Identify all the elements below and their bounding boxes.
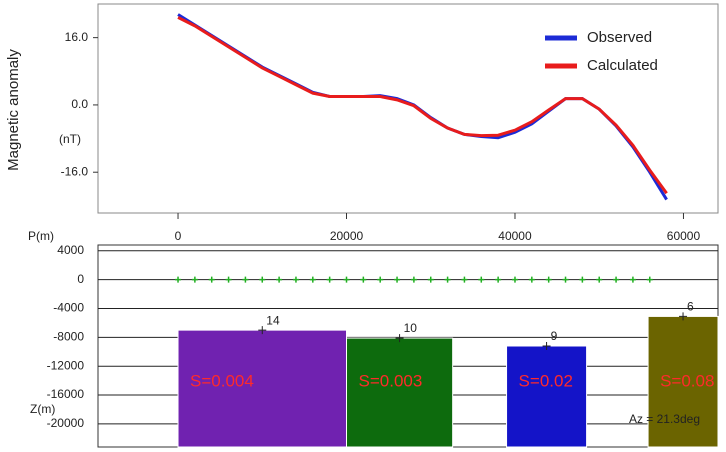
station <box>478 276 485 283</box>
y-tick-label: -12000 <box>47 358 85 372</box>
station <box>629 276 636 283</box>
station <box>579 276 586 283</box>
x-tick-label: 60000 <box>667 229 701 243</box>
block-s-label: S=0.003 <box>359 371 423 390</box>
station <box>208 276 215 283</box>
y-tick-label: 16.0 <box>65 30 89 44</box>
block-s-label: S=0.02 <box>519 371 573 390</box>
block-s-label: S=0.08 <box>660 371 714 390</box>
annotation: Az = 21.3deg <box>629 412 700 426</box>
block-marker <box>679 312 688 321</box>
y-tick-label: -8000 <box>53 330 84 344</box>
x-tick-label: 40000 <box>498 229 532 243</box>
station <box>259 276 266 283</box>
station <box>343 276 350 283</box>
station <box>444 276 451 283</box>
station <box>292 276 299 283</box>
station <box>276 276 283 283</box>
station <box>309 276 316 283</box>
station <box>596 276 603 283</box>
station <box>427 276 434 283</box>
station <box>242 276 249 283</box>
block <box>647 315 719 448</box>
y-tick-label: -16.0 <box>61 164 89 178</box>
legend-label: Calculated <box>587 57 658 74</box>
top-frame <box>97 3 719 214</box>
y-axis-label: Magnetic anomaly <box>5 49 22 171</box>
block-label: 6 <box>687 300 694 314</box>
station <box>191 276 198 283</box>
block-label: 14 <box>266 313 280 327</box>
station <box>495 276 502 283</box>
y-tick-label: -16000 <box>47 387 85 401</box>
station <box>377 276 384 283</box>
x-tick-label: 0 <box>175 229 182 243</box>
station <box>511 276 518 283</box>
station <box>225 276 232 283</box>
station <box>326 276 333 283</box>
station <box>461 276 468 283</box>
legend-label: Observed <box>587 29 652 46</box>
block-marker <box>542 342 551 350</box>
y-tick-label: 0.0 <box>71 97 88 111</box>
station <box>410 276 417 283</box>
block-label: 10 <box>404 321 418 335</box>
y-tick-label: 4000 <box>57 243 84 257</box>
block-label: 9 <box>551 329 558 343</box>
y-tick-label: -4000 <box>53 301 84 315</box>
block-marker <box>258 326 267 335</box>
data-line <box>177 16 668 195</box>
unit-label: (nT) <box>59 132 81 146</box>
block-marker <box>395 334 404 343</box>
block <box>506 345 588 448</box>
station <box>646 276 653 283</box>
x-tick-label: 20000 <box>330 229 364 243</box>
block <box>346 337 454 448</box>
station <box>175 276 182 283</box>
station <box>394 276 401 283</box>
y-tick-label: -20000 <box>47 416 85 430</box>
station <box>613 276 620 283</box>
block-s-label: S=0.004 <box>190 371 254 390</box>
station <box>545 276 552 283</box>
y-tick-label: 0 <box>77 272 84 286</box>
station <box>360 276 367 283</box>
x-axis-label: P(m) <box>28 229 54 243</box>
station <box>528 276 535 283</box>
z-axis-label: Z(m) <box>30 402 55 416</box>
station <box>562 276 569 283</box>
